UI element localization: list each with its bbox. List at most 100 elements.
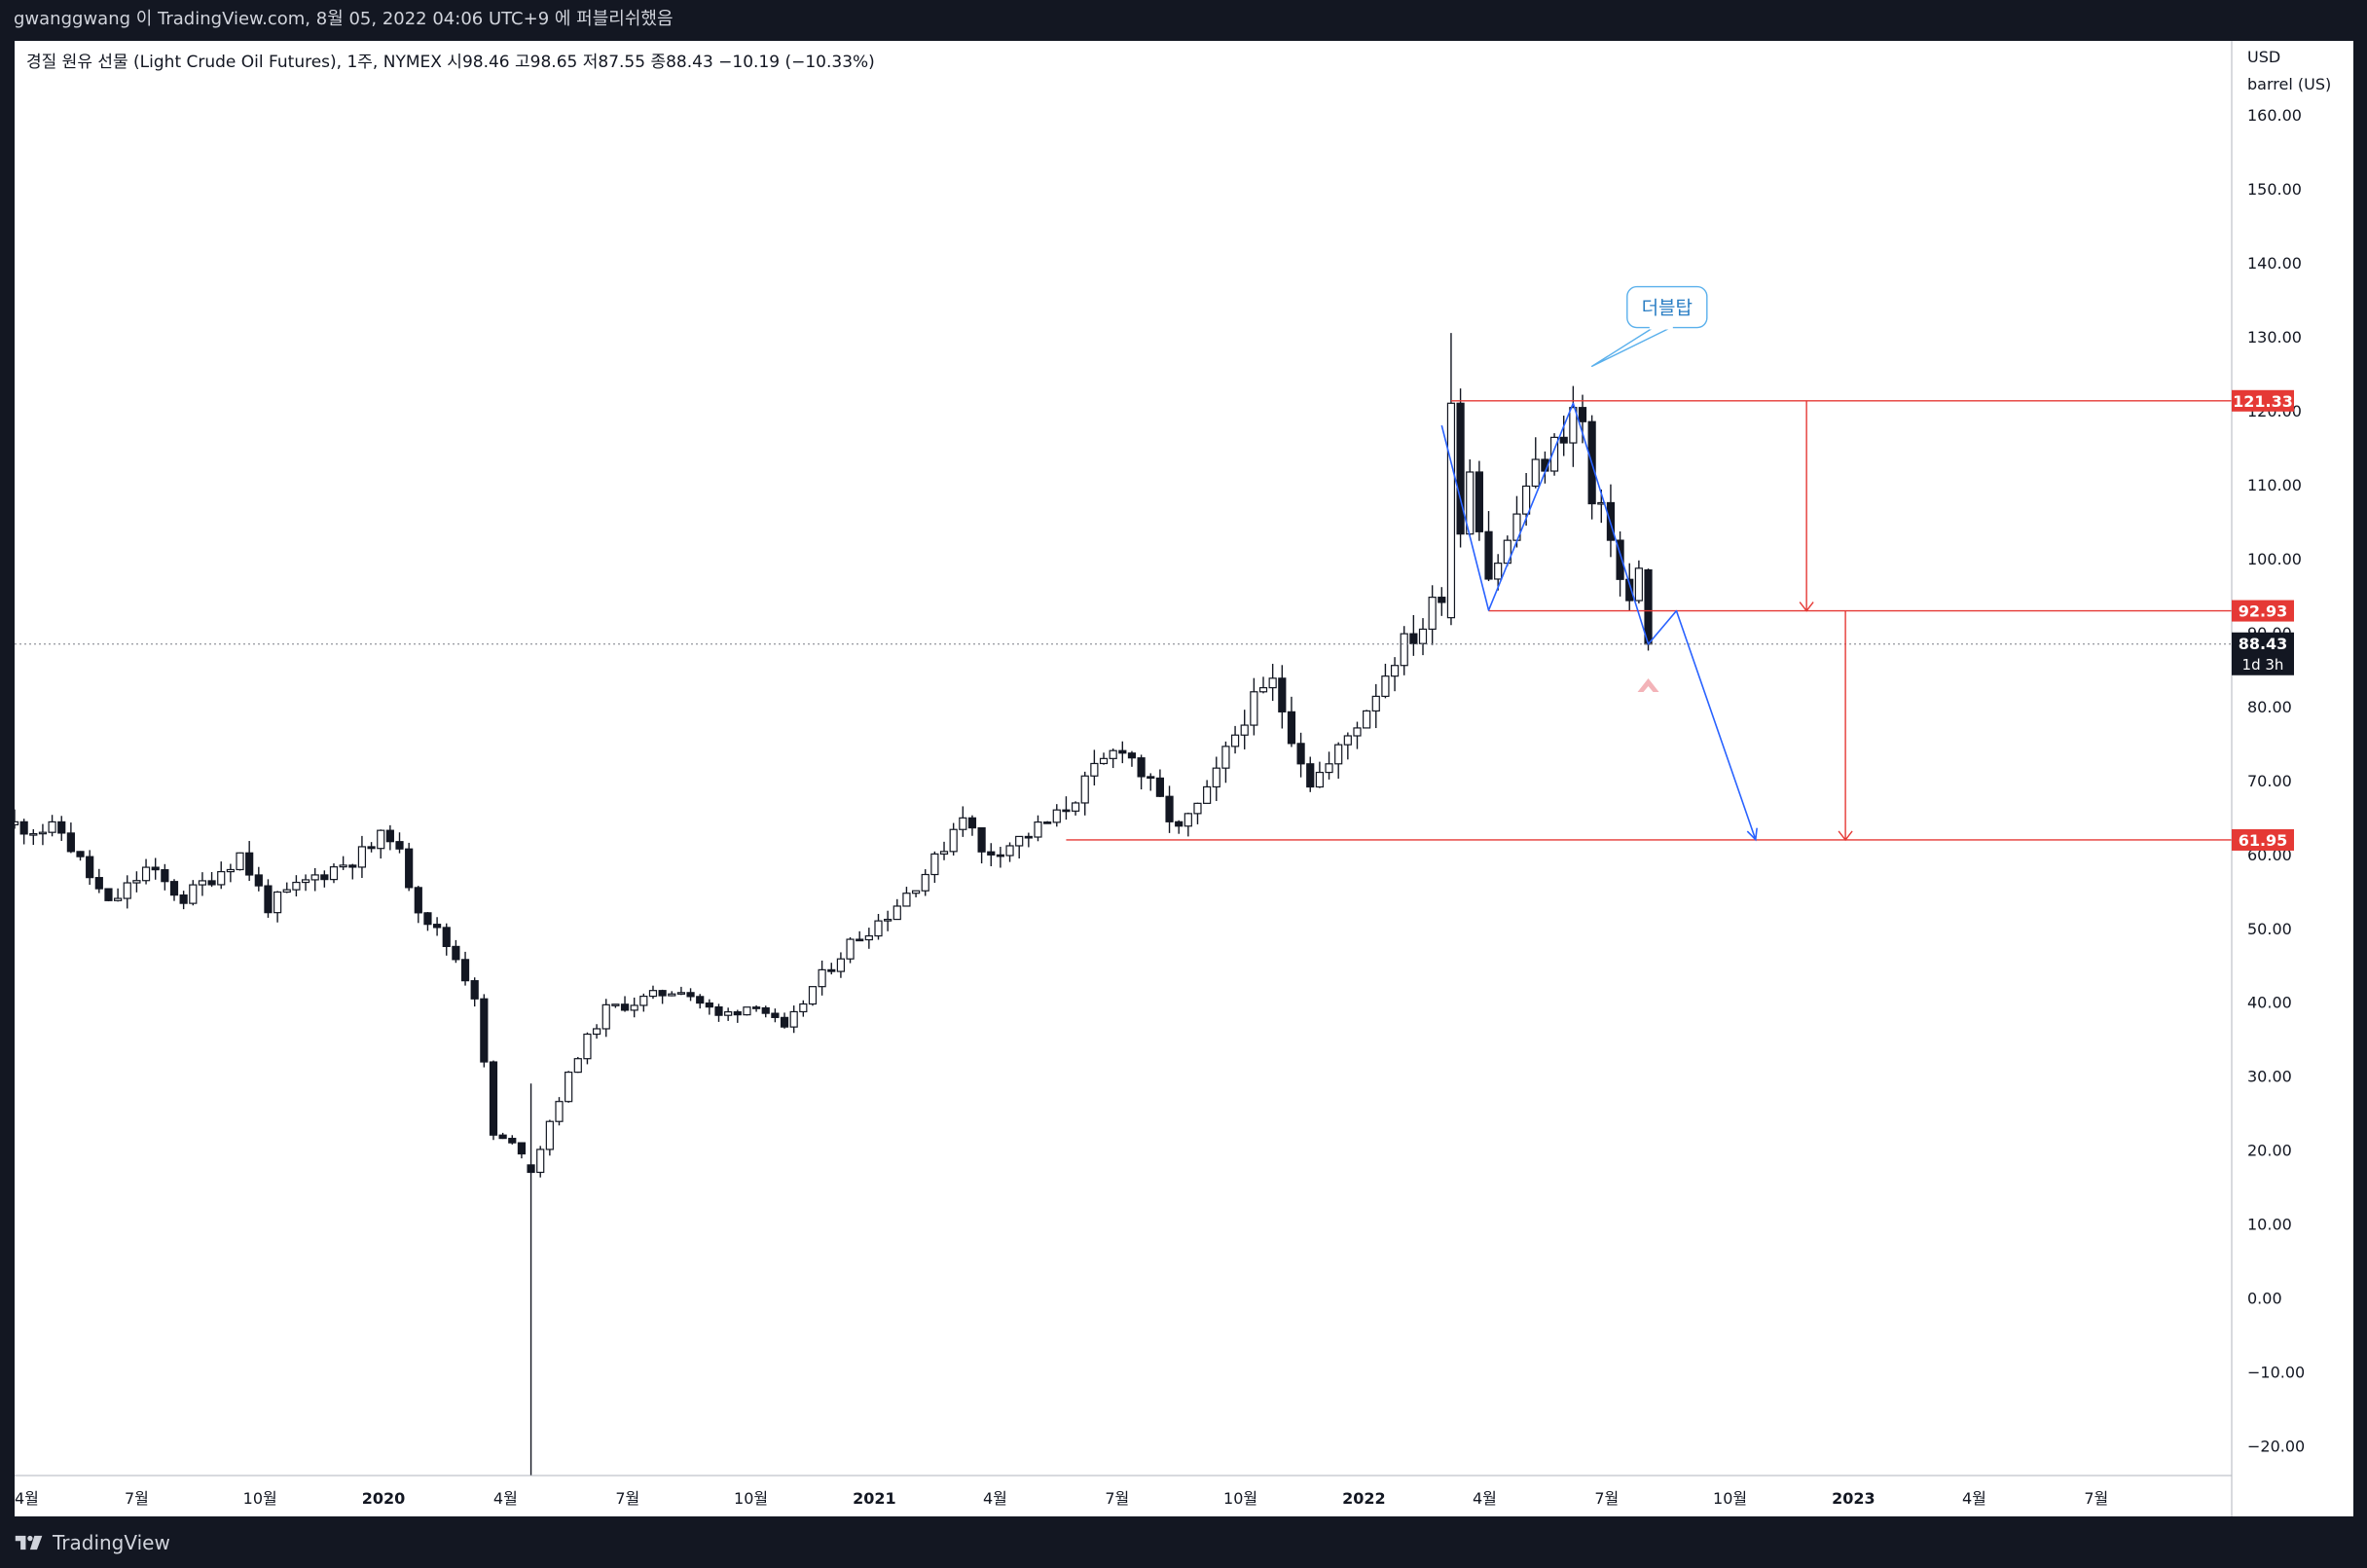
price-chart[interactable]: 더블탑 160.00150.00140.00130.00120.00110.00… bbox=[15, 41, 2353, 1516]
callout-label: 더블탑 bbox=[1642, 298, 1693, 319]
ohlc-value: 88.43 bbox=[666, 53, 718, 72]
symbol-title: 경질 원유 선물 (Light Crude Oil Futures), 1주, … bbox=[26, 53, 447, 72]
chart-panel[interactable]: 더블탑 160.00150.00140.00130.00120.00110.00… bbox=[15, 41, 2353, 1516]
candle-body bbox=[733, 1011, 742, 1016]
callout-tail bbox=[1590, 326, 1672, 368]
candle-body bbox=[1165, 795, 1174, 822]
candle bbox=[245, 841, 254, 882]
candle-body bbox=[1099, 757, 1109, 765]
candle bbox=[1052, 804, 1061, 827]
candle-body bbox=[564, 1072, 573, 1103]
candle-body bbox=[207, 880, 216, 886]
candle-body bbox=[827, 968, 836, 972]
horizontal-levels bbox=[1066, 400, 2232, 841]
candle-body bbox=[1363, 710, 1371, 729]
candle-body bbox=[902, 893, 911, 907]
candle-body bbox=[114, 897, 123, 901]
candle-body bbox=[1634, 567, 1643, 602]
candle-body bbox=[1212, 767, 1220, 788]
current-price-label: 88.43 bbox=[2239, 635, 2288, 653]
candle bbox=[874, 914, 883, 940]
candle-body bbox=[15, 820, 19, 825]
candle-body bbox=[273, 891, 282, 914]
double-top-callout: 더블탑 bbox=[1590, 285, 1708, 368]
candle bbox=[1240, 710, 1249, 749]
candle-body bbox=[385, 829, 394, 843]
candle bbox=[1363, 710, 1371, 729]
candle bbox=[545, 1119, 554, 1156]
candle-body bbox=[1230, 734, 1240, 748]
candle-body bbox=[517, 1142, 527, 1155]
candle-body bbox=[1438, 597, 1446, 603]
candle-body bbox=[884, 918, 892, 922]
candle bbox=[1287, 696, 1296, 748]
candle-body bbox=[987, 851, 996, 856]
footer-brand: TradingView bbox=[53, 1531, 170, 1554]
candle-body bbox=[151, 866, 160, 871]
candle bbox=[996, 847, 1005, 868]
candle-body bbox=[676, 992, 686, 995]
x-tick-label: 10월 bbox=[734, 1489, 768, 1508]
tradingview-footer: TradingView bbox=[14, 1528, 170, 1557]
candle-body bbox=[57, 820, 66, 834]
candle bbox=[1343, 732, 1352, 760]
candle-body bbox=[1306, 763, 1315, 788]
candle bbox=[1475, 460, 1483, 541]
candle-body bbox=[414, 887, 422, 914]
candle-body bbox=[254, 874, 263, 887]
candle bbox=[1587, 415, 1596, 520]
candle bbox=[405, 842, 414, 892]
candle-body bbox=[470, 980, 479, 1000]
candle-body bbox=[780, 1016, 789, 1028]
candle-body bbox=[1409, 633, 1418, 644]
candle-body bbox=[1005, 845, 1014, 857]
candle bbox=[161, 863, 169, 891]
candle-body bbox=[1522, 485, 1531, 515]
candle-body bbox=[856, 938, 864, 942]
candle-body bbox=[583, 1033, 592, 1060]
candle bbox=[76, 851, 85, 861]
candle-body bbox=[498, 1134, 507, 1140]
candle-body bbox=[169, 881, 179, 896]
candle-body bbox=[1109, 749, 1117, 759]
time-axis-background bbox=[15, 1476, 2232, 1516]
candle-body bbox=[433, 924, 442, 929]
candle-body bbox=[357, 846, 367, 868]
candle-body bbox=[1137, 757, 1146, 778]
bar-countdown-label: 1d 3h bbox=[2242, 656, 2284, 674]
candle bbox=[1250, 677, 1258, 736]
candle-body bbox=[1494, 563, 1503, 580]
candle-body bbox=[892, 905, 901, 921]
candle bbox=[1296, 732, 1305, 778]
candle bbox=[1147, 773, 1155, 791]
candle bbox=[264, 879, 273, 918]
candle-body bbox=[329, 866, 339, 881]
candle-body bbox=[1268, 677, 1277, 689]
candle-body bbox=[377, 829, 385, 850]
ohlc-value: 98.65 bbox=[530, 53, 583, 72]
candle-body bbox=[836, 958, 846, 972]
candle bbox=[1137, 754, 1146, 790]
candle bbox=[489, 1060, 498, 1141]
candle-body bbox=[1034, 821, 1042, 838]
candle-body bbox=[1118, 749, 1127, 754]
candle bbox=[601, 999, 610, 1038]
candle bbox=[977, 826, 986, 864]
candle bbox=[517, 1142, 527, 1159]
candle-body bbox=[1155, 777, 1164, 797]
candle bbox=[527, 1083, 535, 1516]
candle bbox=[367, 842, 376, 853]
up-arrow-icon bbox=[1637, 678, 1659, 693]
x-tick-label: 7월 bbox=[1105, 1489, 1129, 1508]
candle bbox=[1118, 741, 1127, 764]
candle bbox=[1278, 665, 1287, 729]
candle-body bbox=[751, 1006, 761, 1009]
candle-body bbox=[310, 874, 319, 881]
candle bbox=[959, 806, 967, 837]
candle bbox=[29, 828, 38, 846]
candle-body bbox=[724, 1011, 733, 1016]
candle-body bbox=[161, 869, 169, 883]
candle bbox=[864, 928, 873, 949]
candle-body bbox=[1024, 835, 1033, 839]
candle-body bbox=[996, 854, 1005, 857]
